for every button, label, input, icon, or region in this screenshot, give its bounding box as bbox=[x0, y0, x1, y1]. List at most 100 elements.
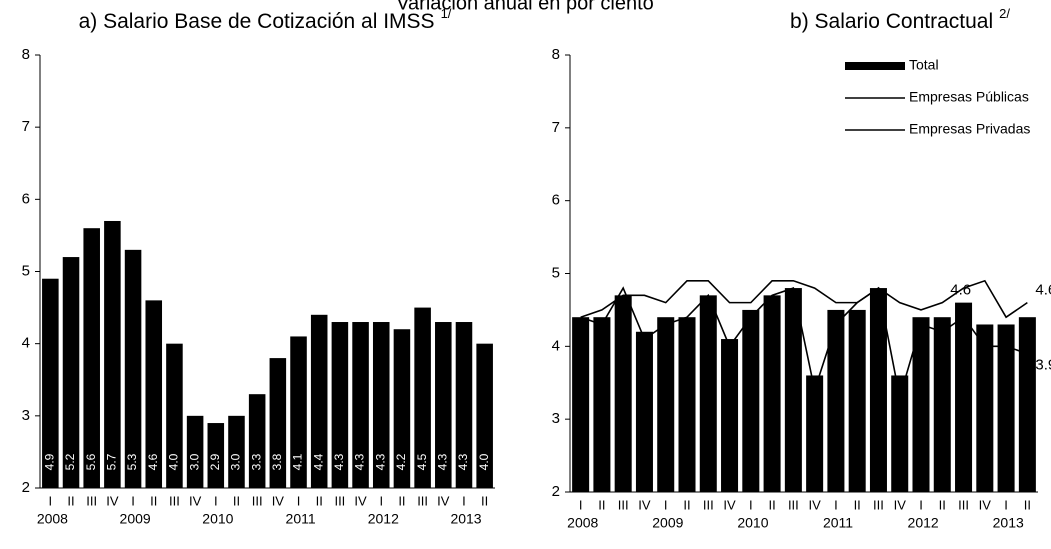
x-tick-label: IV bbox=[894, 497, 907, 512]
bar-value-label: 5.2 bbox=[63, 453, 77, 470]
x-tick-label: III bbox=[86, 493, 97, 508]
year-label: 2013 bbox=[993, 515, 1024, 531]
bar bbox=[806, 375, 824, 492]
x-tick-label: II bbox=[481, 493, 488, 508]
legend-swatch bbox=[845, 62, 905, 70]
x-tick-label: III bbox=[703, 497, 714, 512]
year-label: 2008 bbox=[567, 515, 598, 531]
bar bbox=[1018, 317, 1036, 492]
x-tick-label: I bbox=[834, 497, 838, 512]
line-value-label: 3.9 bbox=[1035, 357, 1051, 374]
line-value-label: 4.6 bbox=[950, 282, 971, 299]
x-tick-label: III bbox=[958, 497, 969, 512]
bar bbox=[166, 343, 183, 488]
bar-value-label: 4.2 bbox=[394, 453, 408, 470]
bar-value-label: 5.6 bbox=[84, 453, 98, 470]
x-tick-label: I bbox=[919, 497, 923, 512]
x-tick-label: III bbox=[417, 493, 428, 508]
bar bbox=[290, 336, 307, 488]
bar-value-label: 4.3 bbox=[353, 453, 367, 470]
bar bbox=[933, 317, 951, 492]
x-tick-label: III bbox=[788, 497, 799, 512]
bar-value-label: 4.9 bbox=[43, 453, 57, 470]
year-label: 2008 bbox=[37, 511, 68, 527]
bar bbox=[207, 423, 225, 488]
x-tick-label: III bbox=[169, 493, 180, 508]
title-text: a) Salario Base de Cotización al IMSS bbox=[79, 10, 435, 33]
x-tick-label: I bbox=[297, 493, 301, 508]
y-tick-label: 7 bbox=[22, 118, 30, 135]
bar bbox=[62, 257, 80, 488]
x-tick-label: II bbox=[150, 493, 157, 508]
year-label: 2009 bbox=[120, 511, 151, 527]
bar-value-label: 4.3 bbox=[456, 453, 470, 470]
bar-value-label: 2.9 bbox=[208, 453, 222, 470]
bar bbox=[310, 314, 328, 488]
year-label: 2011 bbox=[286, 511, 316, 527]
year-label: 2012 bbox=[368, 511, 399, 527]
bar bbox=[763, 295, 781, 492]
bar-value-label: 4.5 bbox=[415, 453, 429, 470]
bar-value-label: 3.0 bbox=[229, 453, 243, 470]
x-tick-label: I bbox=[49, 493, 53, 508]
bar-value-label: 4.6 bbox=[146, 453, 160, 470]
x-tick-label: I bbox=[379, 493, 383, 508]
year-label: 2012 bbox=[908, 515, 939, 531]
bar bbox=[912, 317, 930, 492]
bar bbox=[721, 339, 739, 492]
bar bbox=[827, 309, 845, 492]
title-note: 2/ bbox=[999, 6, 1010, 21]
bar bbox=[784, 288, 802, 492]
x-tick-label: IV bbox=[723, 497, 736, 512]
x-tick-label: I bbox=[131, 493, 135, 508]
bar-value-label: 4.0 bbox=[477, 453, 491, 470]
y-tick-label: 4 bbox=[552, 337, 560, 354]
bar bbox=[269, 358, 287, 488]
y-tick-label: 3 bbox=[552, 410, 560, 427]
bar-value-label: 4.3 bbox=[435, 453, 449, 470]
x-tick-label: II bbox=[598, 497, 605, 512]
title-note: 1/ bbox=[441, 6, 452, 21]
bar bbox=[352, 322, 369, 488]
y-tick-label: 6 bbox=[552, 192, 560, 209]
x-tick-label: II bbox=[854, 497, 861, 512]
bar bbox=[455, 322, 473, 488]
y-tick-label: 4 bbox=[22, 335, 30, 352]
line bbox=[580, 286, 1028, 398]
bar bbox=[414, 307, 431, 488]
x-tick-label: II bbox=[683, 497, 690, 512]
bar-value-label: 4.1 bbox=[291, 453, 305, 470]
bar bbox=[476, 343, 493, 488]
bar bbox=[248, 394, 266, 488]
year-label: 2011 bbox=[823, 515, 853, 531]
bar bbox=[372, 322, 390, 488]
title-text: b) Salario Contractual bbox=[790, 10, 993, 33]
line bbox=[580, 279, 1028, 319]
year-label: 2010 bbox=[737, 515, 768, 531]
panel-title: b) Salario Contractual 2/ bbox=[790, 6, 1010, 32]
bar bbox=[635, 331, 653, 492]
bar bbox=[869, 288, 887, 492]
y-tick-label: 8 bbox=[552, 46, 560, 63]
x-tick-label: I bbox=[1004, 497, 1008, 512]
bar bbox=[997, 324, 1015, 492]
y-tick-label: 2 bbox=[22, 479, 30, 496]
bar bbox=[891, 375, 909, 492]
panel-title: a) Salario Base de Cotización al IMSS 1/ bbox=[79, 6, 452, 32]
x-tick-label: II bbox=[939, 497, 946, 512]
bar bbox=[699, 295, 717, 492]
year-label: 2010 bbox=[202, 511, 233, 527]
x-tick-label: IV bbox=[189, 493, 202, 508]
x-tick-label: IV bbox=[808, 497, 821, 512]
x-tick-label: IV bbox=[354, 493, 367, 508]
y-tick-label: 5 bbox=[552, 264, 560, 281]
bar bbox=[104, 220, 121, 488]
x-tick-label: IV bbox=[437, 493, 450, 508]
legend-label: Empresas Públicas bbox=[909, 89, 1029, 105]
bar bbox=[848, 309, 866, 492]
x-tick-label: II bbox=[398, 493, 405, 508]
legend-label: Total bbox=[909, 57, 939, 73]
bar bbox=[145, 300, 163, 488]
bar bbox=[593, 317, 611, 492]
